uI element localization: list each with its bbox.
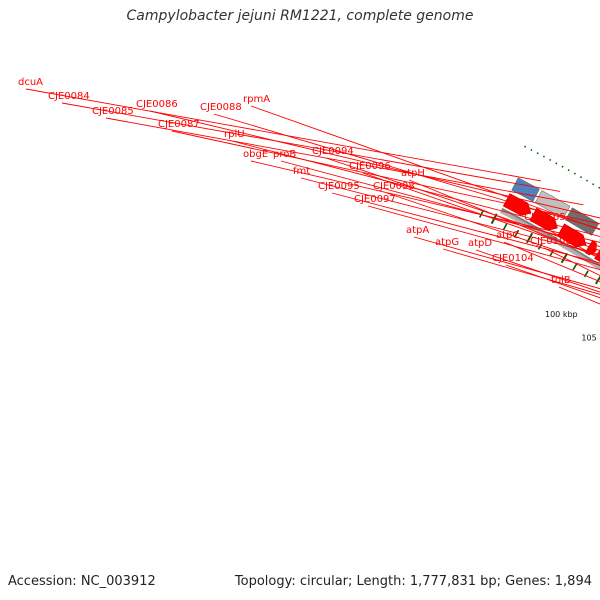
outer-tick xyxy=(555,162,558,165)
outer-tick xyxy=(524,145,527,148)
leader-CJE0095 xyxy=(331,192,600,264)
leader-CJE0106 xyxy=(543,247,600,276)
leader-CJE0086 xyxy=(149,110,600,219)
gene-label-CJE0094: CJE0094 xyxy=(312,146,354,157)
leader-atpG xyxy=(442,248,600,295)
gene-label-tolB: tolB xyxy=(551,275,571,286)
genome-backbone-edge xyxy=(501,207,600,267)
gene-label-CJE0084: CJE0084 xyxy=(48,91,90,102)
outer-tick xyxy=(542,155,545,158)
outer-tick xyxy=(586,179,589,182)
gene-label-rpmA: rpmA xyxy=(243,94,270,105)
tick-label-100kbp: 100 kbp xyxy=(545,310,578,319)
map-title: Campylobacter jejuni RM1221, complete ge… xyxy=(126,8,474,24)
minor-tick xyxy=(537,242,543,250)
minor-tick xyxy=(572,263,578,271)
leader-CJE0094 xyxy=(325,157,600,251)
gene-label-atpD: atpD xyxy=(468,238,492,249)
leader-CJE0087 xyxy=(171,130,600,225)
leader-CJE0098 xyxy=(386,192,600,266)
outer-tick xyxy=(561,165,564,168)
outer-tick xyxy=(598,186,600,189)
leader-atpA xyxy=(413,236,600,290)
gene-label-proB: proB xyxy=(273,149,296,160)
leader-CJE0105 xyxy=(537,223,600,259)
gene-label-CJE0096: CJE0096 xyxy=(349,161,391,172)
gene-label-fmt: fmt xyxy=(293,166,310,177)
leader-CJE0097 xyxy=(367,205,600,271)
gene-label-CJE0106: CJE0106 xyxy=(530,236,572,247)
leader-obgE xyxy=(250,160,600,243)
leader-CJE0084 xyxy=(61,102,560,192)
tick-label-105kbp: 105 kbp xyxy=(581,333,600,342)
feature-block-3 xyxy=(564,207,600,236)
gene-label-CJE0097: CJE0097 xyxy=(354,194,396,205)
gene-label-CJE0088: CJE0088 xyxy=(200,102,242,113)
major-tick xyxy=(594,275,600,285)
gene-label-obgE: obgE xyxy=(243,149,268,160)
gene-label-rplU: rplU xyxy=(224,129,245,140)
leader-CJE0088 xyxy=(213,113,600,230)
outer-tick xyxy=(549,158,552,161)
gene-label-CJE0098: CJE0098 xyxy=(373,181,415,192)
leader-rplU xyxy=(231,140,600,237)
leader-CJE0085 xyxy=(105,117,584,206)
gene-label-atpH: atpH xyxy=(401,168,425,179)
outer-tick xyxy=(592,183,595,186)
gene-label-dcuA: dcuA xyxy=(18,77,43,88)
gene-label-CJE0085: CJE0085 xyxy=(92,106,134,117)
outer-tick xyxy=(536,152,539,155)
outer-tick xyxy=(573,172,576,175)
gene-label-CJE0105: CJE0105 xyxy=(524,212,566,223)
leader-atpH xyxy=(408,179,600,259)
leader-atpC xyxy=(503,241,600,283)
gene-label-CJE0104: CJE0104 xyxy=(492,253,534,264)
leader-fmt xyxy=(300,177,600,255)
accession-text: Accession: NC_003912 xyxy=(8,574,156,589)
gene-label-CJE0087: CJE0087 xyxy=(158,119,200,130)
genome-summary-text: Topology: circular; Length: 1,777,831 bp… xyxy=(234,574,592,589)
minor-tick xyxy=(502,223,508,231)
leader-CJE0104 xyxy=(505,264,600,299)
gene-label-CJE0086: CJE0086 xyxy=(136,99,178,110)
gene-label-CJE0095: CJE0095 xyxy=(318,181,360,192)
gene-label-atpG: atpG xyxy=(435,237,459,248)
leader-CJE0096 xyxy=(362,172,600,257)
leader-atpD xyxy=(475,249,600,293)
leader-rpmA xyxy=(250,105,600,231)
leader-tolB xyxy=(558,286,600,305)
outer-tick xyxy=(579,176,582,179)
outer-tick xyxy=(530,148,533,151)
gene-label-atpC: atpC xyxy=(496,230,519,241)
gene-label-atpA: atpA xyxy=(406,225,429,236)
cds-arrow-5 xyxy=(594,249,600,263)
outer-tick xyxy=(567,169,570,172)
